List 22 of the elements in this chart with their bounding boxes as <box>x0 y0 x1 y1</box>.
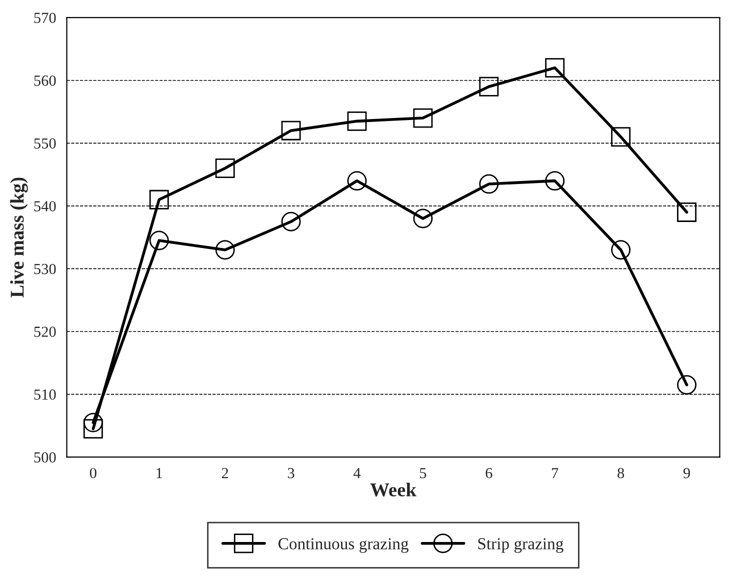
y-tick-label: 530 <box>34 264 56 274</box>
x-tick-label: 7 <box>552 468 558 478</box>
x-tick-label: 5 <box>420 468 426 478</box>
x-tick-label: 8 <box>618 468 624 478</box>
x-tick-label: 2 <box>222 468 228 478</box>
y-tick-label: 560 <box>34 76 56 86</box>
x-axis-title: Week <box>370 482 416 497</box>
x-tick-label: 0 <box>90 468 96 478</box>
y-tick-label: 520 <box>34 326 56 337</box>
y-tick-label: 550 <box>34 138 56 149</box>
y-tick-label: 570 <box>34 12 56 24</box>
x-tick-label: 1 <box>156 468 162 478</box>
x-tick-label: 6 <box>486 468 492 478</box>
x-tick-label: 3 <box>288 468 294 478</box>
y-tick-label: 510 <box>34 389 56 400</box>
legend-label: Continuous grazing <box>278 538 408 553</box>
legend-label: Strip grazing <box>478 538 564 553</box>
x-tick-label: 9 <box>683 468 690 478</box>
y-axis-title: Live mass (kg) <box>10 178 28 298</box>
y-tick-label: 500 <box>34 452 56 463</box>
x-tick-label: 4 <box>353 468 361 478</box>
y-tick-label: 540 <box>34 201 56 212</box>
